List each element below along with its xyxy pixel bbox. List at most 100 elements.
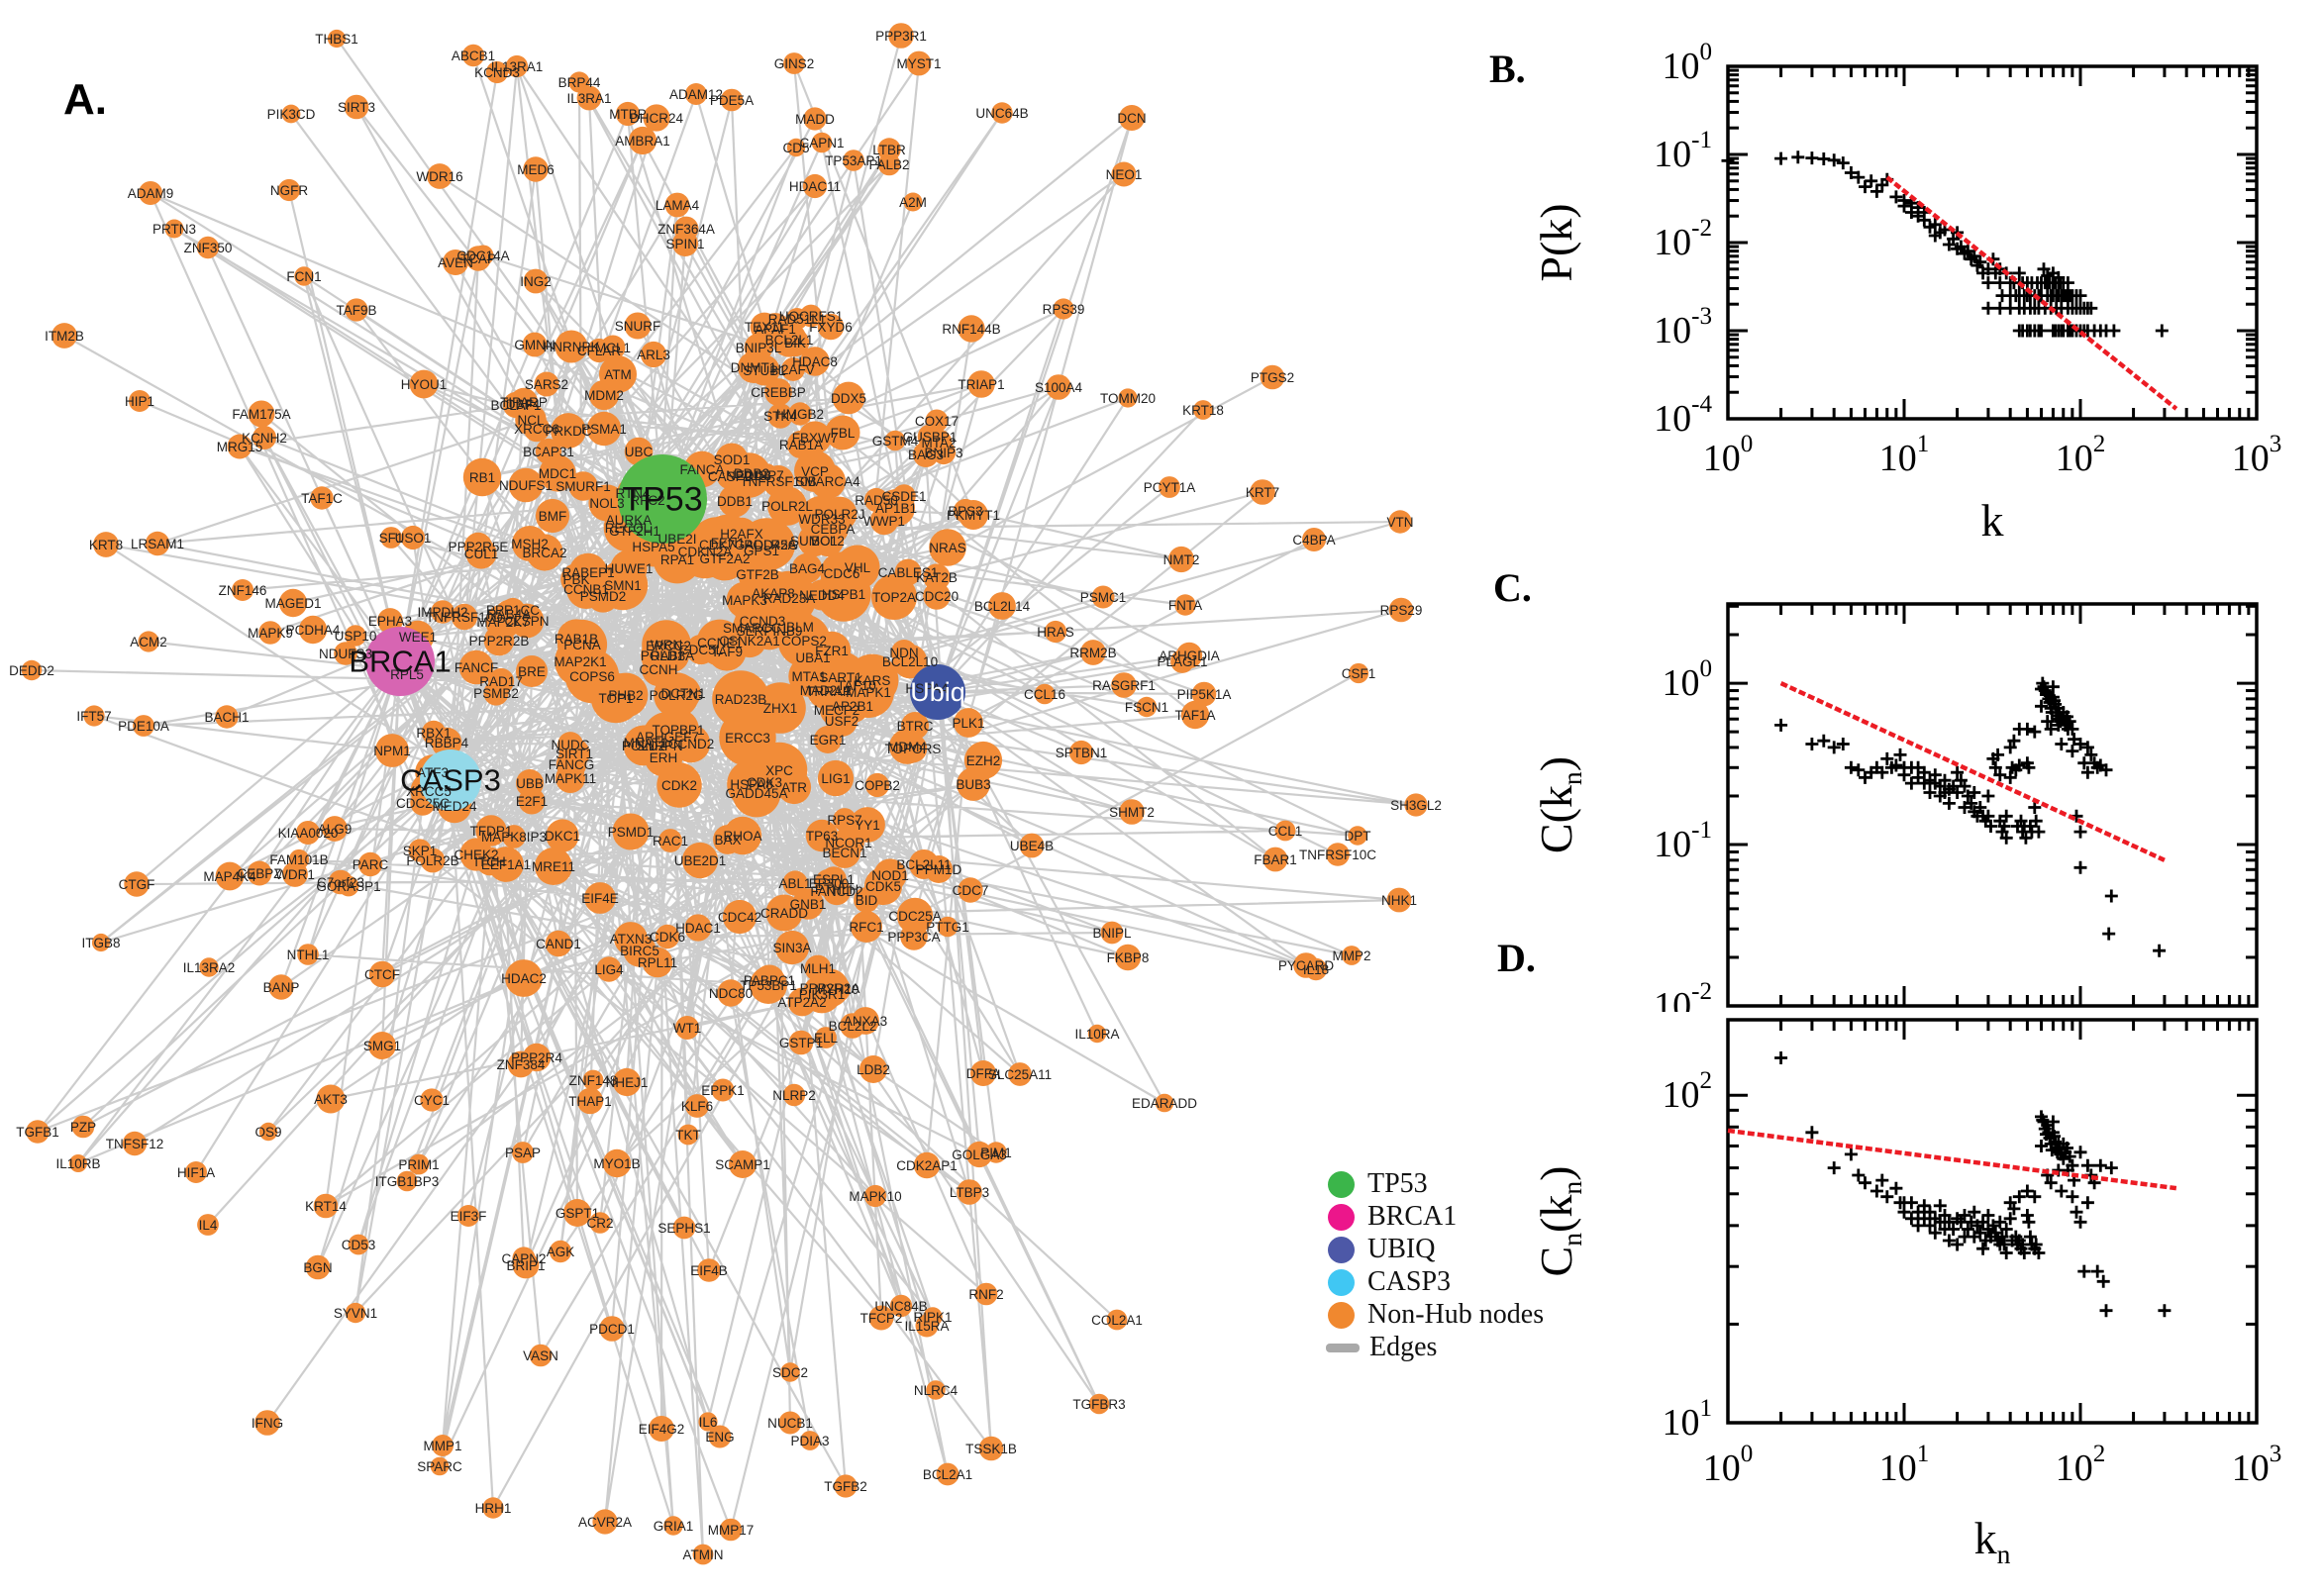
network-node (640, 341, 667, 368)
network-node (232, 579, 253, 601)
network-node-label: ZNF148 (569, 1073, 618, 1088)
network-node (1167, 546, 1195, 573)
legend-item-edges: Edges (1326, 1332, 1544, 1362)
network-node (549, 1240, 572, 1263)
network-node-label: A2M (899, 195, 927, 210)
network-node-label: IL3RA1 (566, 91, 611, 106)
network-node-label: NGFR (270, 183, 308, 198)
network-node-label: TIPARP (500, 395, 548, 410)
network-node (427, 163, 453, 189)
network-node (685, 634, 717, 665)
network-node-label: MMP1 (423, 1439, 461, 1453)
network-node-label: MAP2K1 (554, 654, 606, 669)
network-node-label: POLD2 (622, 739, 665, 753)
network-node (557, 732, 583, 757)
network-node (535, 848, 572, 885)
network-node (1087, 1024, 1107, 1044)
network-node-label: MYO1B (593, 1156, 640, 1171)
network-node (310, 486, 334, 510)
y-tick-label: 10-2 (1654, 978, 1712, 1012)
network-node (852, 1007, 879, 1035)
network-node-label: AVEN (438, 255, 473, 270)
network-node-label: FKBP8 (1107, 950, 1150, 965)
network-node (348, 1234, 369, 1255)
network-node-label: MAPK1 (846, 685, 891, 700)
network-node (1080, 640, 1106, 665)
network-node (788, 402, 812, 426)
network-node-label: RNF144B (942, 322, 1000, 337)
network-node-label: BID (856, 893, 878, 908)
network-node (925, 409, 949, 433)
network-node (822, 496, 858, 532)
network-node-label: FZR1 (815, 644, 849, 658)
network-node-label: CAPN2 (501, 1251, 546, 1266)
network-node-label: KARS (855, 673, 891, 688)
network-node (69, 1154, 87, 1172)
network-node-label: ITM2B (45, 329, 84, 344)
network-node-label: PZP (70, 1120, 96, 1135)
network-node-label: GRIA1 (654, 1519, 694, 1534)
network-node (854, 887, 879, 913)
network-node (485, 60, 509, 84)
network-node (482, 1497, 504, 1519)
network-node-label: GPS1 (744, 544, 779, 558)
network-node (197, 1214, 219, 1236)
network-node-label: VTN (1387, 515, 1414, 530)
network-node-label: ZNF384 (497, 1057, 546, 1072)
network-node-label: MRE11 (532, 859, 575, 874)
network-node-label: FBL (831, 426, 856, 441)
network-node (684, 914, 712, 942)
network-node-label: PKMYT1 (947, 508, 1000, 523)
network-node-label: AP1B1 (875, 501, 917, 516)
network-node-label: ZHX1 (763, 701, 798, 716)
network-node-label: RPS7 (827, 813, 861, 828)
network-node-label: RAD17 (479, 674, 523, 689)
network-node-label: PIK3CD (267, 107, 316, 122)
network-node-label: POLD1 (641, 648, 684, 663)
network-node (91, 933, 111, 952)
network-node-label: GMNN (514, 338, 555, 352)
network-node (1100, 921, 1124, 945)
network-node-label: RPS29 (1380, 603, 1423, 618)
network-node (817, 759, 855, 797)
network-node-label: CASP2 (708, 469, 752, 484)
legend-edge-swatch (1326, 1343, 1360, 1352)
network-node-label: PSAP (505, 1146, 541, 1160)
network-node-label: UBE2I (657, 532, 696, 547)
network-node-label: UQCRFS1 (779, 309, 844, 324)
network-node (900, 923, 928, 950)
network-node-label: CEBPA (811, 522, 856, 537)
network-node (851, 911, 882, 943)
network-node (1193, 400, 1213, 420)
network-node (970, 1060, 996, 1086)
network-node-label: CDC25A (888, 909, 941, 924)
network-node-label: XRCC6 (514, 422, 559, 437)
network-node-label: PLK1 (952, 716, 984, 731)
network-node (247, 860, 272, 886)
network-node-label: PIP5K1A (1177, 687, 1232, 702)
network-node-label: PDCD1 (589, 1322, 635, 1337)
network-node-label: BRE (518, 664, 546, 679)
network-node (334, 642, 357, 665)
network-node-label: MAPK11 (545, 771, 596, 786)
network-node-label: WDR1 (275, 867, 315, 882)
network-node (516, 655, 548, 687)
network-node-label: KRT18 (1182, 403, 1224, 418)
network-node-label: SF1 (379, 531, 404, 546)
network-node-label: ACVR2A (578, 1515, 632, 1530)
network-node-label: CAND1 (536, 937, 581, 951)
network-node-label: BIRC5 (620, 944, 659, 958)
network-node (901, 712, 929, 740)
network-node (889, 1294, 913, 1318)
network-node (685, 1094, 709, 1118)
axis-box (1726, 602, 2259, 1008)
network-node (458, 649, 494, 685)
network-node-label: HSPB1 (822, 587, 865, 602)
network-node (738, 554, 777, 594)
x-axis-label: kn (1974, 1513, 2011, 1569)
network-node-label: RBBP4 (425, 736, 469, 750)
network-node-label: IFNG (252, 1416, 283, 1431)
network-node-label: SMURF1 (556, 479, 611, 494)
network-node-label: TNFRSF10D (426, 610, 503, 625)
network-node (556, 748, 587, 780)
